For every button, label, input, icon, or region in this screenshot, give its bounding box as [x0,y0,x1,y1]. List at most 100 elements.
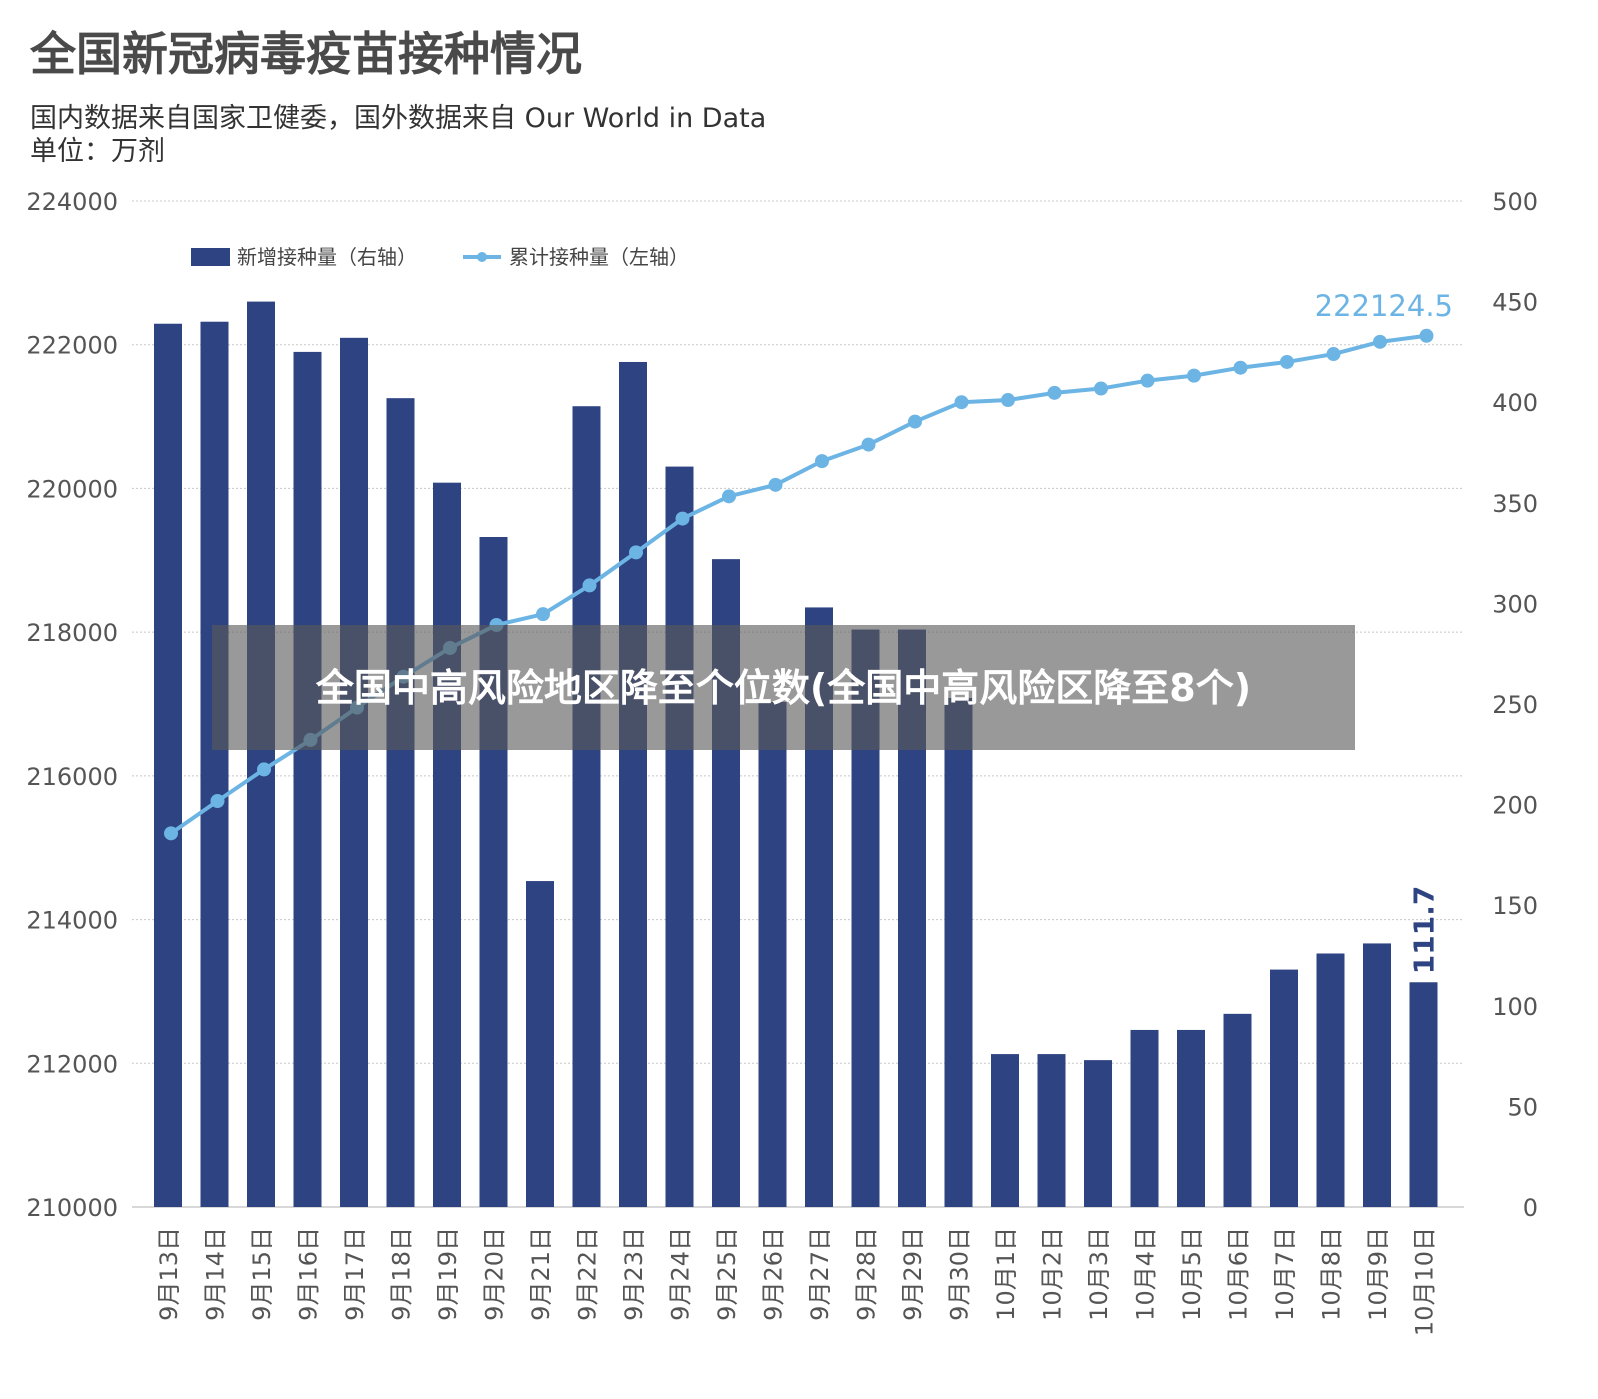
bar [1084,1060,1112,1207]
x-tick-label: 10月10日 [1411,1227,1439,1336]
right-tick-label: 300 [1492,590,1538,618]
x-tick-label: 9月26日 [760,1227,788,1321]
line-point [210,794,225,809]
right-tick-label: 50 [1507,1093,1538,1121]
x-tick-label: 9月19日 [434,1227,462,1321]
bar [386,398,415,1207]
x-tick-label: 9月15日 [248,1227,276,1321]
legend-line-marker [477,252,487,262]
x-tick-label: 10月2日 [1039,1227,1067,1321]
line-point [582,578,597,593]
line-point [629,545,643,560]
line-point [722,489,736,504]
line-point [954,395,969,410]
line-point [1419,328,1434,343]
line-point [1047,385,1062,400]
bar [1037,1054,1066,1207]
bar [1130,1029,1159,1207]
bar [200,321,229,1208]
x-tick-label: 9月16日 [295,1227,323,1321]
left-tick-label: 216000 [26,763,118,791]
line-point [1326,347,1341,362]
x-tick-label: 9月29日 [899,1227,927,1321]
bar [758,701,787,1207]
line-point [536,607,550,622]
x-axis-labels: 9月13日 9月14日 9月15日 9月16日 9月17日 9月18日 9月19日 9月20日… [155,1227,1439,1336]
left-tick-label: 210000 [26,1194,118,1222]
x-tick-label: 9月18日 [388,1227,416,1321]
line-point [257,762,271,777]
line-point [164,826,178,841]
bar [1316,953,1345,1207]
bar [665,466,694,1208]
x-tick-label: 9月17日 [341,1227,369,1321]
right-axis-ticks: 0 50 100 150 200 250 300 350 400 450 500 [1492,188,1538,1222]
line-point [815,454,829,469]
right-tick-label: 100 [1492,993,1538,1021]
bar [1270,969,1298,1207]
chart-subtitle-unit: 单位：万剂 [30,136,165,167]
left-tick-label: 222000 [26,332,118,360]
bar-series [154,301,1438,1208]
right-tick-label: 200 [1492,792,1538,820]
x-tick-label: 10月4日 [1132,1227,1160,1321]
bar [154,323,182,1207]
line-point [1001,393,1015,408]
x-tick-label: 10月7日 [1271,1227,1299,1321]
line-point [1094,381,1108,396]
bar-last-value-label: 111.7 [1408,886,1441,975]
bar [340,337,368,1207]
legend-line-label: 累计接种量（左轴） [509,245,689,269]
right-tick-label: 150 [1492,892,1538,920]
line-point [1280,354,1294,369]
x-tick-label: 10月8日 [1318,1227,1346,1321]
line-last-value-label: 222124.5 [1315,289,1453,323]
line-point [1140,373,1155,388]
x-tick-label: 10月3日 [1085,1227,1113,1321]
left-tick-label: 224000 [26,188,118,216]
line-point [768,477,783,492]
bar [1409,982,1438,1207]
x-tick-label: 10月6日 [1225,1227,1253,1321]
right-tick-label: 350 [1492,490,1538,518]
bar [991,1054,1019,1207]
x-tick-label: 9月22日 [574,1227,602,1321]
right-tick-label: 0 [1523,1194,1538,1222]
bar [526,881,554,1207]
right-tick-label: 500 [1492,188,1538,216]
bar [1223,1013,1252,1207]
line-point [861,437,876,452]
x-tick-label: 9月20日 [481,1227,509,1321]
bar [247,301,275,1208]
legend: 新增接种量（右轴） 累计接种量（左轴） [191,245,689,269]
news-headline-overlay: 全国中高风险地区降至个位数(全国中高风险区降至8个) [212,625,1355,750]
news-headline-text: 全国中高风险地区降至个位数(全国中高风险区降至8个) [315,665,1252,710]
bar [433,482,461,1207]
x-tick-label: 10月9日 [1364,1227,1392,1321]
legend-bar-label: 新增接种量（右轴） [237,245,417,269]
line-point [675,511,690,526]
x-tick-label: 9月23日 [620,1227,648,1321]
x-tick-label: 9月21日 [527,1227,555,1321]
left-tick-label: 220000 [26,475,118,503]
x-tick-label: 9月25日 [713,1227,741,1321]
right-tick-label: 250 [1492,691,1538,719]
chart-subtitle-source: 国内数据来自国家卫健委，国外数据来自 Our World in Data [30,103,766,134]
x-tick-label: 10月5日 [1178,1227,1206,1321]
line-point [1233,360,1248,375]
right-tick-label: 450 [1492,289,1538,317]
x-tick-label: 9月27日 [806,1227,834,1321]
x-tick-label: 9月30日 [946,1227,974,1321]
bar [1177,1029,1205,1207]
chart-title: 全国新冠病毒疫苗接种情况 [29,27,582,81]
x-tick-label: 9月14日 [202,1227,230,1321]
left-axis-ticks: 210000 212000 214000 216000 218000 220000 2220… [26,188,118,1222]
x-tick-label: 10月1日 [992,1227,1020,1321]
x-tick-label: 9月13日 [155,1227,183,1321]
left-tick-label: 212000 [26,1050,118,1078]
line-point [1187,368,1201,383]
bar [619,361,647,1208]
bar [1363,943,1391,1207]
bar [944,697,973,1207]
